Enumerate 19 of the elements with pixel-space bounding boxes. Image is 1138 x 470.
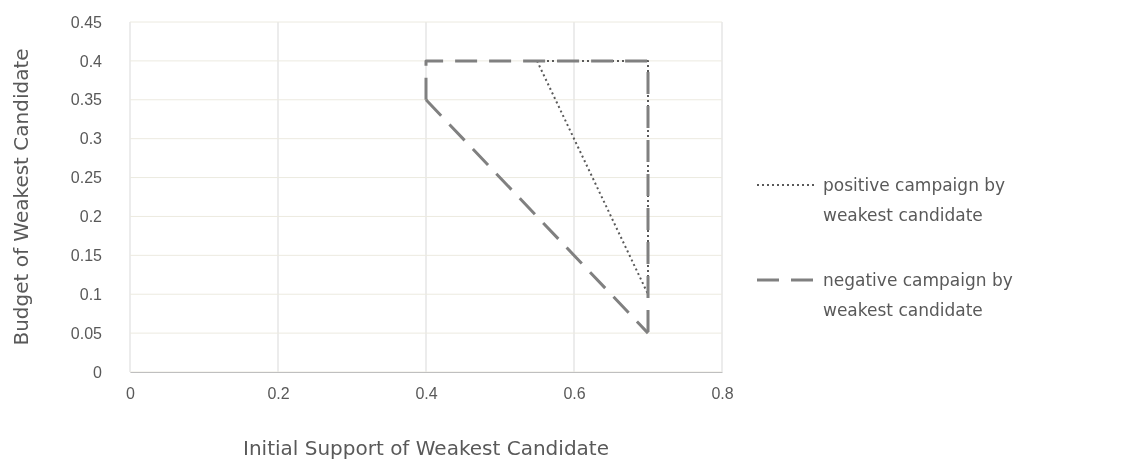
y-tick-label: 0.45 bbox=[70, 13, 103, 31]
x-tick-label: 0 bbox=[126, 385, 136, 403]
x-tick-label: 0.6 bbox=[563, 385, 586, 403]
y-tick-label: 0.1 bbox=[79, 285, 103, 303]
y-tick-label: 0.15 bbox=[70, 246, 103, 264]
y-tick-label: 0.4 bbox=[79, 52, 103, 70]
x-axis-title: Initial Support of Weakest Candidate bbox=[243, 436, 609, 460]
y-tick-label: 0.25 bbox=[70, 169, 103, 187]
x-tick-label: 0.2 bbox=[267, 385, 290, 403]
x-tick-label: 0.4 bbox=[415, 385, 438, 403]
y-tick-label: 0.3 bbox=[79, 130, 103, 148]
y-tick-label: 0 bbox=[93, 363, 103, 381]
y-tick-label: 0.05 bbox=[70, 324, 103, 342]
y-axis-title: Budget of Weakest Candidate bbox=[9, 48, 33, 346]
legend-label: positive campaign by weakest candidate bbox=[823, 175, 1006, 225]
y-tick-label: 0.35 bbox=[70, 91, 103, 109]
x-tick-label: 0.8 bbox=[711, 385, 734, 403]
legend-label: negative campaign by weakest candidate bbox=[823, 270, 1013, 320]
y-tick-label: 0.2 bbox=[79, 208, 103, 226]
